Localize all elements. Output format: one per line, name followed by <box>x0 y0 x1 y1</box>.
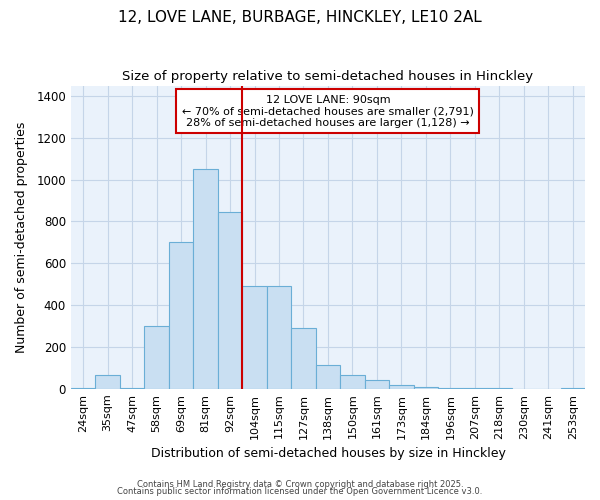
Text: Contains public sector information licensed under the Open Government Licence v3: Contains public sector information licen… <box>118 487 482 496</box>
Text: 12 LOVE LANE: 90sqm
← 70% of semi-detached houses are smaller (2,791)
28% of sem: 12 LOVE LANE: 90sqm ← 70% of semi-detach… <box>182 94 474 128</box>
Bar <box>438 388 463 389</box>
Bar <box>120 388 145 389</box>
Bar <box>487 388 512 389</box>
Bar <box>413 386 438 389</box>
Bar <box>291 328 316 389</box>
Bar <box>71 388 95 389</box>
Bar <box>316 365 340 389</box>
Bar <box>389 384 413 389</box>
Bar <box>95 375 120 389</box>
Bar <box>145 326 169 389</box>
X-axis label: Distribution of semi-detached houses by size in Hinckley: Distribution of semi-detached houses by … <box>151 447 505 460</box>
Title: Size of property relative to semi-detached houses in Hinckley: Size of property relative to semi-detach… <box>122 70 533 83</box>
Bar <box>169 242 193 389</box>
Bar <box>463 388 487 389</box>
Bar <box>340 375 365 389</box>
Bar <box>242 286 267 389</box>
Bar <box>193 169 218 389</box>
Text: 12, LOVE LANE, BURBAGE, HINCKLEY, LE10 2AL: 12, LOVE LANE, BURBAGE, HINCKLEY, LE10 2… <box>118 10 482 25</box>
Bar <box>267 286 291 389</box>
Y-axis label: Number of semi-detached properties: Number of semi-detached properties <box>15 122 28 353</box>
Bar <box>560 388 585 389</box>
Text: Contains HM Land Registry data © Crown copyright and database right 2025.: Contains HM Land Registry data © Crown c… <box>137 480 463 489</box>
Bar <box>365 380 389 389</box>
Bar <box>218 212 242 389</box>
